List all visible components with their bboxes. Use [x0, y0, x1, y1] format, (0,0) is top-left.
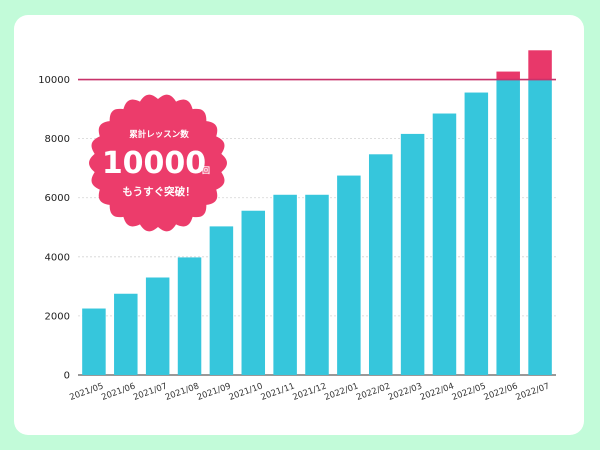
bar	[82, 308, 106, 375]
bar	[145, 277, 170, 375]
badge-subcaption: もうすぐ突破！	[122, 185, 195, 198]
bar	[177, 257, 202, 375]
bar	[273, 194, 297, 375]
x-tick-label: 2022/02	[355, 381, 392, 402]
y-tick-label: 6000	[45, 193, 70, 204]
x-tick-label: 2022/04	[419, 381, 456, 402]
bar	[337, 175, 361, 375]
bar	[241, 210, 266, 375]
bar	[464, 92, 489, 375]
x-tick-label: 2022/05	[451, 381, 488, 402]
y-tick-label: 10000	[38, 75, 70, 86]
x-tick-label: 2021/10	[228, 381, 265, 402]
bar-over-target	[496, 71, 520, 80]
bar	[528, 79, 552, 375]
y-axis-ticks: 0 2000 4000 6000 8000 10000	[38, 75, 70, 381]
y-tick-label: 2000	[45, 311, 70, 322]
x-tick-label: 2022/07	[514, 381, 551, 402]
x-tick-label: 2021/09	[196, 381, 233, 402]
x-tick-label: 2021/08	[164, 381, 201, 402]
y-tick-label: 4000	[45, 252, 70, 263]
bar-over-target	[528, 50, 552, 80]
x-tick-label: 2022/03	[387, 381, 424, 402]
x-tick-label: 2022/01	[323, 381, 360, 402]
x-axis-ticks: 2021/052021/062021/072021/082021/092021/…	[68, 381, 551, 402]
badge-scalloped-circle	[89, 94, 227, 232]
x-tick-label: 2022/06	[483, 381, 520, 402]
badge-unit: 回	[202, 166, 210, 175]
y-tick-label: 0	[64, 371, 70, 382]
x-tick-label: 2021/07	[132, 381, 169, 402]
chart-card: 0 2000 4000 6000 8000 10000 2021/05 2021/06 202…	[14, 15, 584, 435]
x-tick-label: 2021/06	[100, 381, 137, 402]
bar	[432, 113, 457, 375]
bar	[400, 133, 425, 375]
x-tick-label: 2021/05	[68, 381, 105, 402]
y-tick-label: 8000	[45, 134, 70, 145]
x-tick-label: 2021/12	[291, 381, 328, 402]
milestone-badge: 累計レッスン数 10000 回 もうすぐ突破！	[89, 94, 227, 232]
bar	[114, 293, 138, 375]
bar	[496, 79, 520, 375]
badge-number: 10000	[102, 146, 206, 181]
x-tick-label: 2021/11	[260, 381, 297, 402]
badge-caption: 累計レッスン数	[129, 129, 189, 140]
bar	[209, 226, 234, 375]
bar	[305, 194, 329, 375]
bars	[82, 50, 552, 375]
bar	[368, 154, 393, 375]
